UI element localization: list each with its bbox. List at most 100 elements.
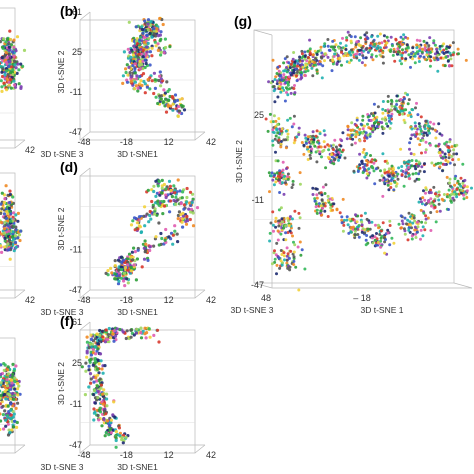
data-point (152, 71, 156, 75)
data-point (342, 54, 346, 58)
data-point (181, 190, 185, 194)
data-point (396, 50, 400, 54)
data-point (0, 393, 3, 397)
data-point (1, 67, 5, 71)
data-point (185, 219, 190, 223)
data-point (10, 378, 14, 382)
data-point (161, 212, 165, 216)
data-point (360, 220, 364, 224)
data-point (191, 192, 195, 196)
data-point (139, 230, 143, 235)
data-point (11, 195, 15, 199)
data-point (286, 81, 290, 85)
data-point (337, 46, 341, 50)
data-point (453, 183, 457, 187)
data-point (361, 114, 365, 118)
data-point (435, 47, 439, 51)
data-point (118, 327, 122, 332)
data-point (125, 257, 129, 261)
data-point (148, 213, 152, 218)
data-point (85, 355, 89, 359)
data-point (411, 108, 415, 112)
data-point (375, 115, 379, 119)
data-point (414, 167, 418, 171)
data-point (298, 58, 301, 62)
data-point (411, 57, 414, 61)
data-point (107, 326, 111, 331)
data-point (298, 240, 302, 244)
data-point (7, 83, 11, 87)
data-point (282, 175, 286, 179)
data-point (459, 191, 463, 195)
data-point (105, 397, 109, 401)
data-point (126, 47, 130, 51)
data-point (160, 186, 164, 190)
data-point (124, 435, 128, 439)
data-point (191, 197, 195, 201)
data-point (322, 202, 325, 206)
data-point (364, 131, 368, 135)
data-point (362, 56, 365, 60)
data-point (463, 178, 467, 182)
data-point (138, 74, 142, 79)
data-point (313, 197, 317, 201)
data-point (389, 186, 393, 189)
data-point (272, 229, 275, 233)
data-point (413, 121, 417, 125)
data-point (273, 173, 276, 177)
data-point (372, 121, 376, 125)
panel-a: 42 (0, 7, 35, 155)
data-point (277, 138, 281, 142)
data-point (427, 44, 431, 48)
data-point (127, 20, 131, 24)
data-point (349, 35, 353, 39)
data-point (301, 65, 305, 69)
x-tick-label: -48 (77, 137, 90, 147)
data-point (189, 207, 194, 211)
data-point (2, 37, 6, 41)
data-point (315, 53, 319, 56)
data-point (453, 190, 457, 194)
data-point (21, 64, 25, 68)
data-point (284, 224, 288, 228)
data-point (124, 70, 128, 75)
data-point (424, 131, 428, 135)
data-point (373, 238, 377, 242)
data-point (415, 43, 419, 47)
data-point (433, 52, 437, 56)
data-point (442, 52, 446, 55)
data-point (17, 384, 21, 388)
data-point (381, 152, 385, 156)
data-point (157, 78, 161, 83)
data-point (10, 428, 14, 432)
data-point (295, 59, 299, 63)
data-point (0, 211, 3, 215)
data-point (326, 155, 330, 159)
z-axis-label: 3D t-SNE 3 (231, 305, 274, 315)
data-point (136, 227, 140, 231)
data-point (324, 183, 328, 187)
data-point (349, 39, 353, 43)
data-point (385, 122, 388, 126)
data-point (0, 402, 2, 406)
data-point (429, 59, 433, 63)
data-point (383, 240, 387, 244)
data-point (163, 37, 167, 41)
data-point (274, 180, 278, 184)
data-point (104, 431, 108, 435)
data-point (365, 152, 369, 155)
data-point (93, 389, 97, 393)
data-point (1, 427, 6, 431)
data-point (429, 51, 432, 54)
data-point (381, 61, 385, 65)
data-point (434, 144, 438, 148)
data-point (91, 347, 95, 351)
data-point (401, 112, 405, 116)
data-point (131, 53, 136, 57)
data-point (404, 175, 408, 179)
data-point (141, 329, 145, 333)
data-point (5, 77, 9, 81)
data-point (295, 74, 298, 78)
data-point (287, 256, 291, 260)
x-axis-label: 3D t-SNE1 (117, 149, 158, 159)
